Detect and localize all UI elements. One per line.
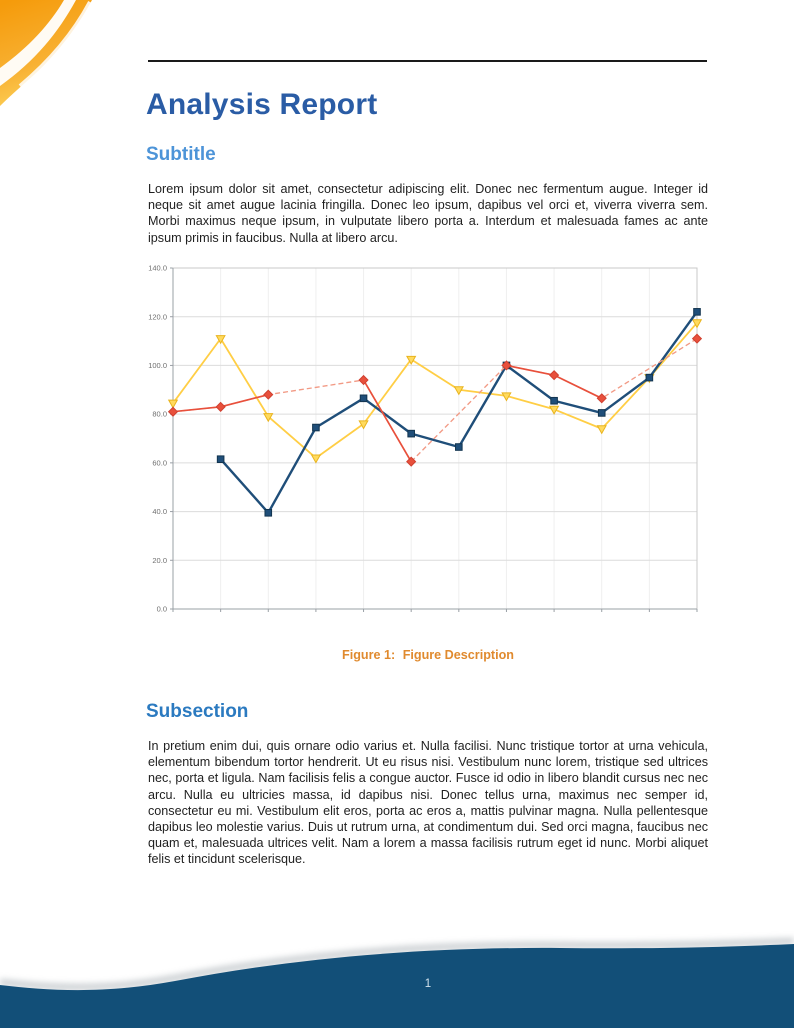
figure-1-chart: 0.0 20.0 40.0 60.0 80.0 100.0 120.0 140.0 [138, 254, 704, 618]
subtitle-heading: Subtitle [146, 144, 216, 165]
page-number: 1 [424, 978, 432, 990]
subsection-heading: Subsection [146, 701, 249, 722]
line-chart: 0.0 20.0 40.0 60.0 80.0 100.0 120.0 140.0 [148, 264, 703, 614]
svg-text:140.0: 140.0 [148, 264, 167, 273]
footer: 1 [0, 916, 794, 1028]
svg-text:0.0: 0.0 [157, 605, 167, 614]
subsection-paragraph: In pretium enim dui, quis ornare odio va… [148, 739, 708, 867]
subtitle-paragraph: Lorem ipsum dolor sit amet, consectetur … [148, 182, 708, 245]
svg-text:100.0: 100.0 [148, 361, 167, 370]
svg-text:60.0: 60.0 [152, 458, 167, 467]
figure-caption: Figure 1: Figure Description [148, 648, 708, 662]
header-rule [148, 60, 707, 62]
figure-caption-label: Figure 1: [342, 648, 396, 662]
svg-text:120.0: 120.0 [148, 312, 167, 321]
page-title: Analysis Report [146, 88, 378, 121]
footer-wave-decoration [0, 938, 794, 1028]
svg-text:80.0: 80.0 [152, 410, 167, 419]
svg-text:20.0: 20.0 [152, 556, 167, 565]
svg-text:40.0: 40.0 [152, 507, 167, 516]
figure-caption-text: Figure Description [402, 648, 514, 662]
corner-swoosh-decoration [0, 0, 92, 106]
